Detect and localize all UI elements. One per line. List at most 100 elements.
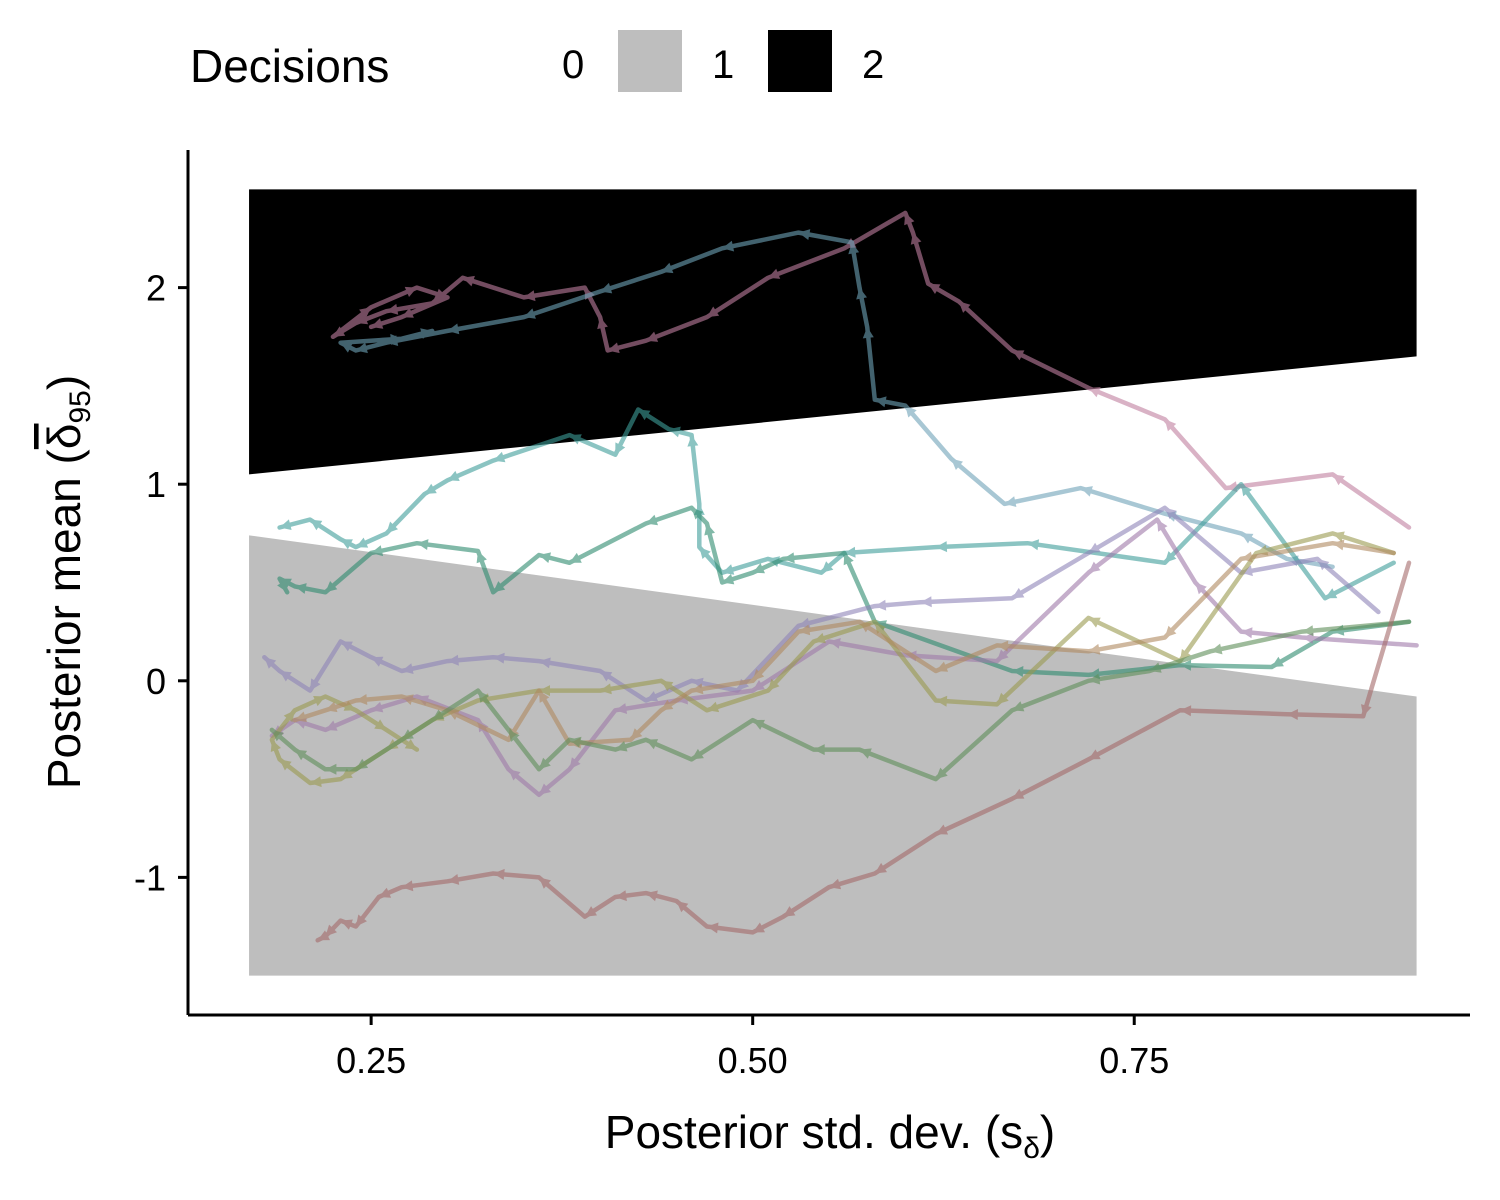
trajectory-point — [935, 767, 948, 780]
trajectory-point — [283, 710, 295, 723]
trajectory-point — [508, 729, 520, 742]
trajectory-point — [447, 874, 460, 885]
trajectory-point — [704, 523, 715, 536]
y-axis-title-sub: 95 — [64, 390, 97, 423]
legend-swatch-1 — [618, 30, 682, 92]
trajectory-point — [1332, 539, 1345, 551]
trajectory-point — [722, 240, 735, 252]
trajectory-point — [798, 624, 811, 636]
trajectory-point — [706, 306, 720, 318]
trajectory-point — [920, 596, 932, 608]
x-axis-title-close: ) — [1040, 1106, 1055, 1158]
trajectory-point — [645, 514, 658, 526]
trajectory-point — [1241, 627, 1253, 639]
trajectory-point — [359, 307, 372, 319]
trajectory-point — [1241, 551, 1253, 563]
trajectory-point — [935, 824, 949, 835]
trajectory-point — [355, 342, 368, 354]
trajectory-line — [262, 505, 1381, 703]
trajectory-point — [1088, 387, 1101, 398]
trajectory-point — [874, 862, 887, 874]
trajectory-point — [1012, 701, 1025, 712]
trajectory-point — [645, 890, 658, 902]
trajectory-point — [722, 573, 735, 585]
trajectory-point — [1088, 673, 1101, 685]
trajectory-point — [1241, 484, 1252, 497]
trajectory-point — [325, 701, 338, 713]
trajectory-point — [600, 671, 613, 682]
trajectory-point — [325, 720, 338, 731]
trajectory-point — [416, 539, 429, 550]
trajectory-point — [401, 880, 414, 892]
trajectory-point — [600, 683, 612, 695]
trajectory-point — [904, 212, 915, 226]
trajectory-point — [340, 342, 353, 353]
trajectory-point — [668, 426, 681, 438]
trajectory-point — [996, 649, 1009, 662]
trajectory-point — [935, 541, 948, 553]
trajectory-point — [294, 749, 308, 761]
trajectory-point — [401, 694, 414, 705]
trajectory-point — [264, 657, 277, 669]
y-axis-title: Posterior mean (δ95) — [38, 375, 97, 789]
legend-swatch-2 — [768, 30, 832, 92]
trajectory-point — [752, 563, 765, 574]
trajectory-point — [343, 700, 356, 711]
trajectory-point — [1012, 350, 1025, 361]
trajectory-point — [597, 317, 608, 330]
trajectory-point — [310, 519, 323, 531]
trajectory-point — [1164, 507, 1177, 520]
trajectory-point — [401, 663, 414, 674]
trajectory-point — [1302, 625, 1314, 637]
trajectory-point — [355, 914, 367, 927]
trajectory-point — [294, 583, 307, 594]
trajectory-4 — [277, 505, 1412, 680]
trajectory-point — [374, 719, 387, 730]
trajectory-point — [340, 768, 353, 780]
trajectory-point — [951, 458, 963, 470]
trajectory-point — [691, 683, 704, 695]
trajectory-point — [447, 323, 460, 335]
trajectory-point — [1180, 659, 1192, 671]
trajectory-point — [996, 640, 1009, 652]
trajectory-point — [1164, 625, 1177, 638]
trajectory-point — [645, 331, 659, 342]
trajectory-point — [821, 561, 834, 573]
y-tick-label: 2 — [146, 268, 166, 309]
trajectory-point — [401, 307, 414, 318]
trajectory-point — [1317, 558, 1330, 571]
trajectory-point — [277, 580, 288, 593]
trajectory-point — [1195, 582, 1207, 595]
decision-region-1 — [249, 535, 1417, 976]
y-tick-label: 1 — [146, 464, 166, 505]
trajectory-point — [615, 703, 628, 714]
trajectory-point — [1012, 788, 1025, 799]
trajectory-3 — [277, 407, 1396, 601]
trajectory-point — [1286, 709, 1298, 720]
y-axis-title-main: Posterior mean ( — [38, 448, 90, 789]
trajectory-point — [424, 483, 437, 494]
trajectory-9 — [269, 619, 1412, 782]
trajectory-point — [539, 757, 551, 770]
trajectory-point — [569, 736, 582, 748]
trajectories — [262, 210, 1419, 943]
trajectory-point — [768, 268, 781, 279]
legend-title: Decisions — [190, 40, 389, 92]
trajectory-point — [752, 680, 765, 691]
trajectory-point — [386, 521, 398, 534]
trajectory-point — [569, 757, 581, 770]
trajectory-point — [928, 283, 941, 294]
legend-label-0: 0 — [562, 43, 584, 87]
trajectory-point — [783, 552, 795, 564]
trajectory-point — [843, 553, 854, 566]
trajectory-point — [523, 290, 536, 302]
trajectory-point — [539, 685, 550, 697]
trajectory-point — [294, 711, 307, 722]
trajectory-point — [447, 710, 460, 720]
trajectory-point — [317, 930, 330, 941]
x-axis-ticks: 0.25 0.50 0.75 — [336, 1015, 1169, 1081]
trajectory-point — [476, 551, 487, 564]
trajectory-point — [371, 701, 384, 713]
x-axis-title-main: Posterior std. dev. (s — [605, 1106, 1023, 1158]
trajectory-point — [630, 728, 643, 740]
